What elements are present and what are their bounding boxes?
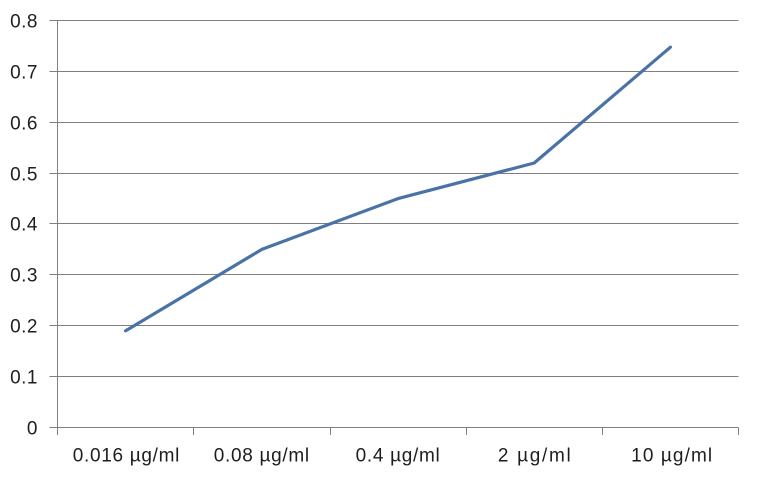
svg-text:0.4 µg/ml: 0.4 µg/ml (356, 445, 441, 466)
svg-text:0.6: 0.6 (10, 113, 38, 134)
svg-text:0.5: 0.5 (10, 164, 38, 185)
svg-text:0.1: 0.1 (10, 367, 38, 388)
svg-text:0.7: 0.7 (10, 62, 38, 83)
svg-text:0.2: 0.2 (10, 316, 38, 337)
svg-text:0.016 µg/ml: 0.016 µg/ml (73, 445, 180, 466)
svg-text:0: 0 (27, 418, 38, 439)
svg-text:0.4: 0.4 (10, 214, 38, 235)
svg-text:10 µg/ml: 10 µg/ml (631, 445, 713, 466)
svg-text:0.8: 0.8 (10, 11, 38, 32)
svg-text:0.08 µg/ml: 0.08 µg/ml (214, 445, 310, 466)
svg-text:2 µg/ml: 2 µg/ml (498, 445, 573, 466)
svg-text:0.3: 0.3 (10, 265, 38, 286)
